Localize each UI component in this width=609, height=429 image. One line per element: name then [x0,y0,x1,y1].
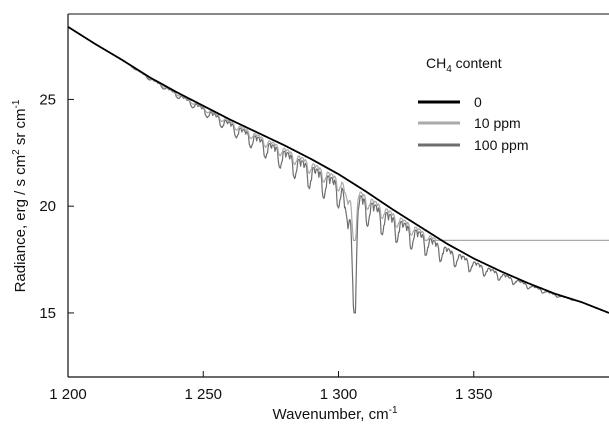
x-tick-label: 1 200 [49,386,87,403]
x-axis-title-sup: -1 [389,405,398,416]
y-ticks: 15 20 25 [39,91,74,322]
x-tick-label: 1 350 [455,386,493,403]
x-axis-title: Wavenumber, cm-1 [272,405,397,423]
y-tick-label: 15 [39,305,56,322]
y-axis-title-mid: sr cm [12,108,29,149]
legend-title-text: CH [426,55,446,71]
legend-label-100ppm: 100 ppm [474,137,528,153]
legend-label-0: 0 [474,94,482,110]
y-axis-title-sup2: -1 [11,99,22,108]
x-tick-label: 1 300 [320,386,358,403]
plot-frame [68,14,609,377]
y-axis-title-text: Radiance, erg / s cm [12,155,29,293]
legend: CH4 content 0 10 ppm 100 ppm [418,55,528,153]
x-axis-title-text: Wavenumber, cm [272,406,388,423]
y-axis-title: Radiance, erg / s cm2 sr cm-1 [11,99,29,292]
legend-title-rest: content [452,55,502,71]
y-tick-label: 20 [39,198,56,215]
legend-label-10ppm: 10 ppm [474,115,521,131]
series-line-100-ppm [68,27,609,313]
y-tick-label: 25 [39,91,56,108]
x-tick-label: 1 250 [184,386,222,403]
series-layer [68,27,609,313]
legend-title: CH4 content [426,55,502,75]
series-line-0 [68,27,609,313]
x-ticks: 1 200 1 250 1 300 1 350 [49,371,492,403]
